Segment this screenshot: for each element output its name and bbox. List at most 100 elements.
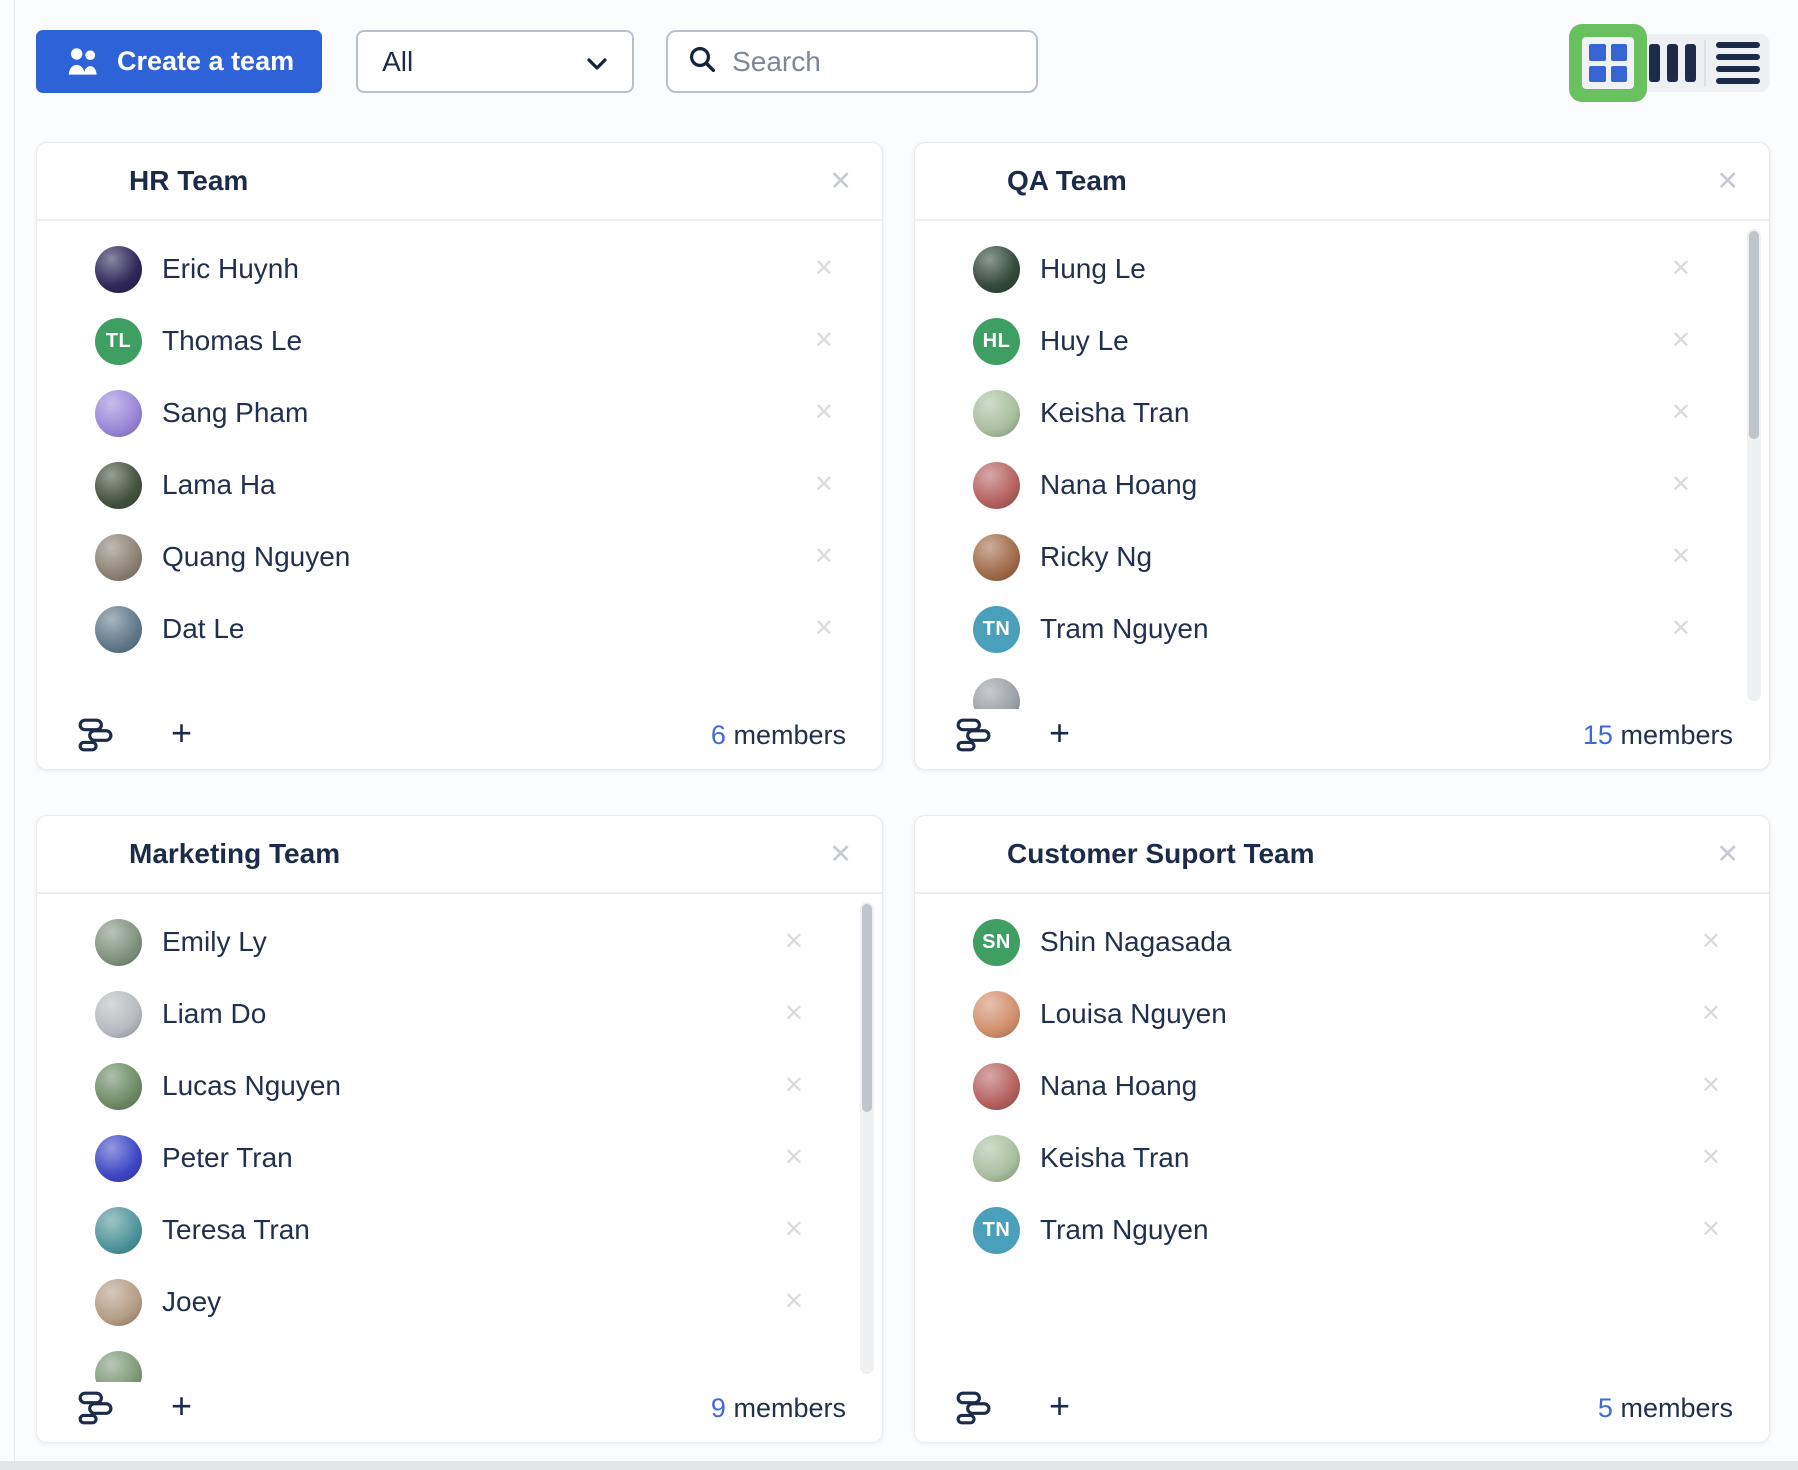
remove-member-button[interactable]: ✕: [1670, 255, 1691, 282]
card-close-button[interactable]: ✕: [829, 165, 852, 196]
photo-avatar: [95, 533, 142, 581]
add-member-button[interactable]: +: [1049, 1385, 1071, 1426]
remove-member-button[interactable]: ✕: [813, 615, 834, 642]
photo-avatar: [95, 461, 142, 509]
remove-member-button[interactable]: ✕: [783, 1000, 804, 1027]
member-count-label: members: [1620, 1392, 1733, 1423]
member-row: Liam Do ✕: [37, 978, 882, 1050]
page-bottom-edge: [0, 1461, 1798, 1470]
create-team-button[interactable]: Create a team: [36, 30, 323, 93]
remove-member-button[interactable]: ✕: [783, 1216, 804, 1243]
member-name: Emily Ly: [162, 926, 267, 957]
member-row: [37, 1338, 882, 1382]
member-name: Shin Nagasada: [1040, 926, 1232, 957]
member-count-number: 9: [710, 1392, 726, 1423]
team-card-title: HR Team: [129, 165, 249, 196]
member-row: Nana Hoang ✕: [915, 1050, 1769, 1122]
member-name: Dat Le: [162, 613, 245, 644]
member-row: Teresa Tran ✕: [37, 1194, 882, 1266]
photo-avatar: [95, 1062, 142, 1110]
member-row: Nana Hoang ✕: [915, 449, 1769, 521]
member-name: Thomas Le: [162, 325, 303, 356]
photo-avatar: [973, 461, 1020, 509]
org-chart-button[interactable]: [77, 1391, 113, 1425]
member-name: Teresa Tran: [162, 1214, 310, 1245]
scrollbar[interactable]: [1747, 229, 1761, 701]
remove-member-button[interactable]: ✕: [813, 255, 834, 282]
photo-avatar: [973, 245, 1020, 293]
remove-member-button[interactable]: ✕: [783, 1144, 804, 1171]
org-chart-icon: [956, 718, 991, 752]
remove-member-button[interactable]: ✕: [1670, 327, 1691, 354]
remove-member-button[interactable]: ✕: [1700, 1000, 1721, 1027]
toolbar: Create a team All: [0, 0, 1798, 102]
member-row: Sang Pham ✕: [37, 377, 882, 449]
member-count-label: members: [733, 1392, 846, 1423]
member-row: Lucas Nguyen ✕: [37, 1050, 882, 1122]
remove-member-button[interactable]: ✕: [1700, 1216, 1721, 1243]
org-chart-button[interactable]: [77, 718, 113, 752]
remove-member-button[interactable]: ✕: [1670, 615, 1691, 642]
remove-member-button[interactable]: ✕: [783, 1288, 804, 1315]
remove-member-button[interactable]: ✕: [1700, 1144, 1721, 1171]
photo-avatar: [95, 245, 142, 293]
member-name: Keisha Tran: [1040, 397, 1190, 428]
team-card-footer: +5 members: [915, 1382, 1769, 1442]
team-card: QA Team ✕ Hung Le ✕ HL Huy Le ✕ Keisha Tran ✕ Nan…: [914, 142, 1770, 770]
member-name: Joey: [162, 1286, 222, 1317]
initials-avatar: TN: [973, 605, 1020, 653]
team-card-title: QA Team: [1007, 165, 1127, 196]
search-box[interactable]: [666, 30, 1094, 93]
view-grid-button[interactable]: [1569, 24, 1647, 102]
photo-avatar: [95, 1278, 142, 1326]
photo-avatar: [973, 677, 1020, 709]
search-icon: [686, 43, 718, 80]
remove-member-button[interactable]: ✕: [1670, 543, 1691, 570]
remove-member-button[interactable]: ✕: [813, 327, 834, 354]
view-list-button[interactable]: [1706, 34, 1770, 92]
member-name: Sang Pham: [162, 397, 309, 428]
scrollbar[interactable]: [860, 902, 874, 1374]
remove-member-button[interactable]: ✕: [1670, 471, 1691, 498]
teams-grid: HR Team ✕ Eric Huynh ✕ TL Thomas Le ✕ Sang Pham…: [0, 142, 1798, 1443]
team-card: Customer Suport Team ✕ SN Shin Nagasada ✕ Lou…: [914, 815, 1770, 1443]
filter-dropdown[interactable]: All: [356, 30, 635, 93]
remove-member-button[interactable]: ✕: [813, 399, 834, 426]
page-left-edge: [14, 0, 15, 1470]
card-close-button[interactable]: ✕: [1716, 838, 1739, 869]
search-input[interactable]: [732, 45, 1094, 78]
remove-member-button[interactable]: ✕: [783, 1072, 804, 1099]
member-name: Liam Do: [162, 998, 267, 1029]
scrollbar-thumb[interactable]: [862, 904, 872, 1112]
card-close-button[interactable]: ✕: [829, 838, 852, 869]
team-card-header: HR Team ✕: [37, 143, 882, 221]
member-list: Emily Ly ✕ Liam Do ✕ Lucas Nguyen ✕ Peter Tran…: [37, 894, 882, 1382]
add-member-button[interactable]: +: [171, 712, 193, 753]
org-chart-button[interactable]: [955, 718, 991, 752]
remove-member-button[interactable]: ✕: [813, 543, 834, 570]
view-columns-button[interactable]: [1640, 34, 1704, 92]
member-count-number: 6: [710, 719, 726, 750]
add-member-button[interactable]: +: [1049, 712, 1071, 753]
remove-member-button[interactable]: ✕: [1670, 399, 1691, 426]
member-name: Eric Huynh: [162, 253, 299, 284]
member-count-label: members: [1620, 719, 1733, 750]
org-chart-icon: [78, 1391, 113, 1425]
card-close-button[interactable]: ✕: [1716, 165, 1739, 196]
member-name: Louisa Nguyen: [1040, 998, 1227, 1029]
remove-member-button[interactable]: ✕: [1700, 928, 1721, 955]
remove-member-button[interactable]: ✕: [813, 471, 834, 498]
initials-avatar: SN: [973, 918, 1020, 966]
org-chart-icon: [956, 1391, 991, 1425]
photo-avatar: [95, 1134, 142, 1182]
member-row: Joey ✕: [37, 1266, 882, 1338]
member-row: Hung Le ✕: [915, 233, 1769, 305]
member-count-number: 15: [1582, 719, 1613, 750]
create-team-label: Create a team: [117, 46, 295, 76]
photo-avatar: [973, 389, 1020, 437]
remove-member-button[interactable]: ✕: [783, 928, 804, 955]
org-chart-button[interactable]: [955, 1391, 991, 1425]
remove-member-button[interactable]: ✕: [1700, 1072, 1721, 1099]
add-member-button[interactable]: +: [171, 1385, 193, 1426]
scrollbar-thumb[interactable]: [1749, 231, 1759, 439]
